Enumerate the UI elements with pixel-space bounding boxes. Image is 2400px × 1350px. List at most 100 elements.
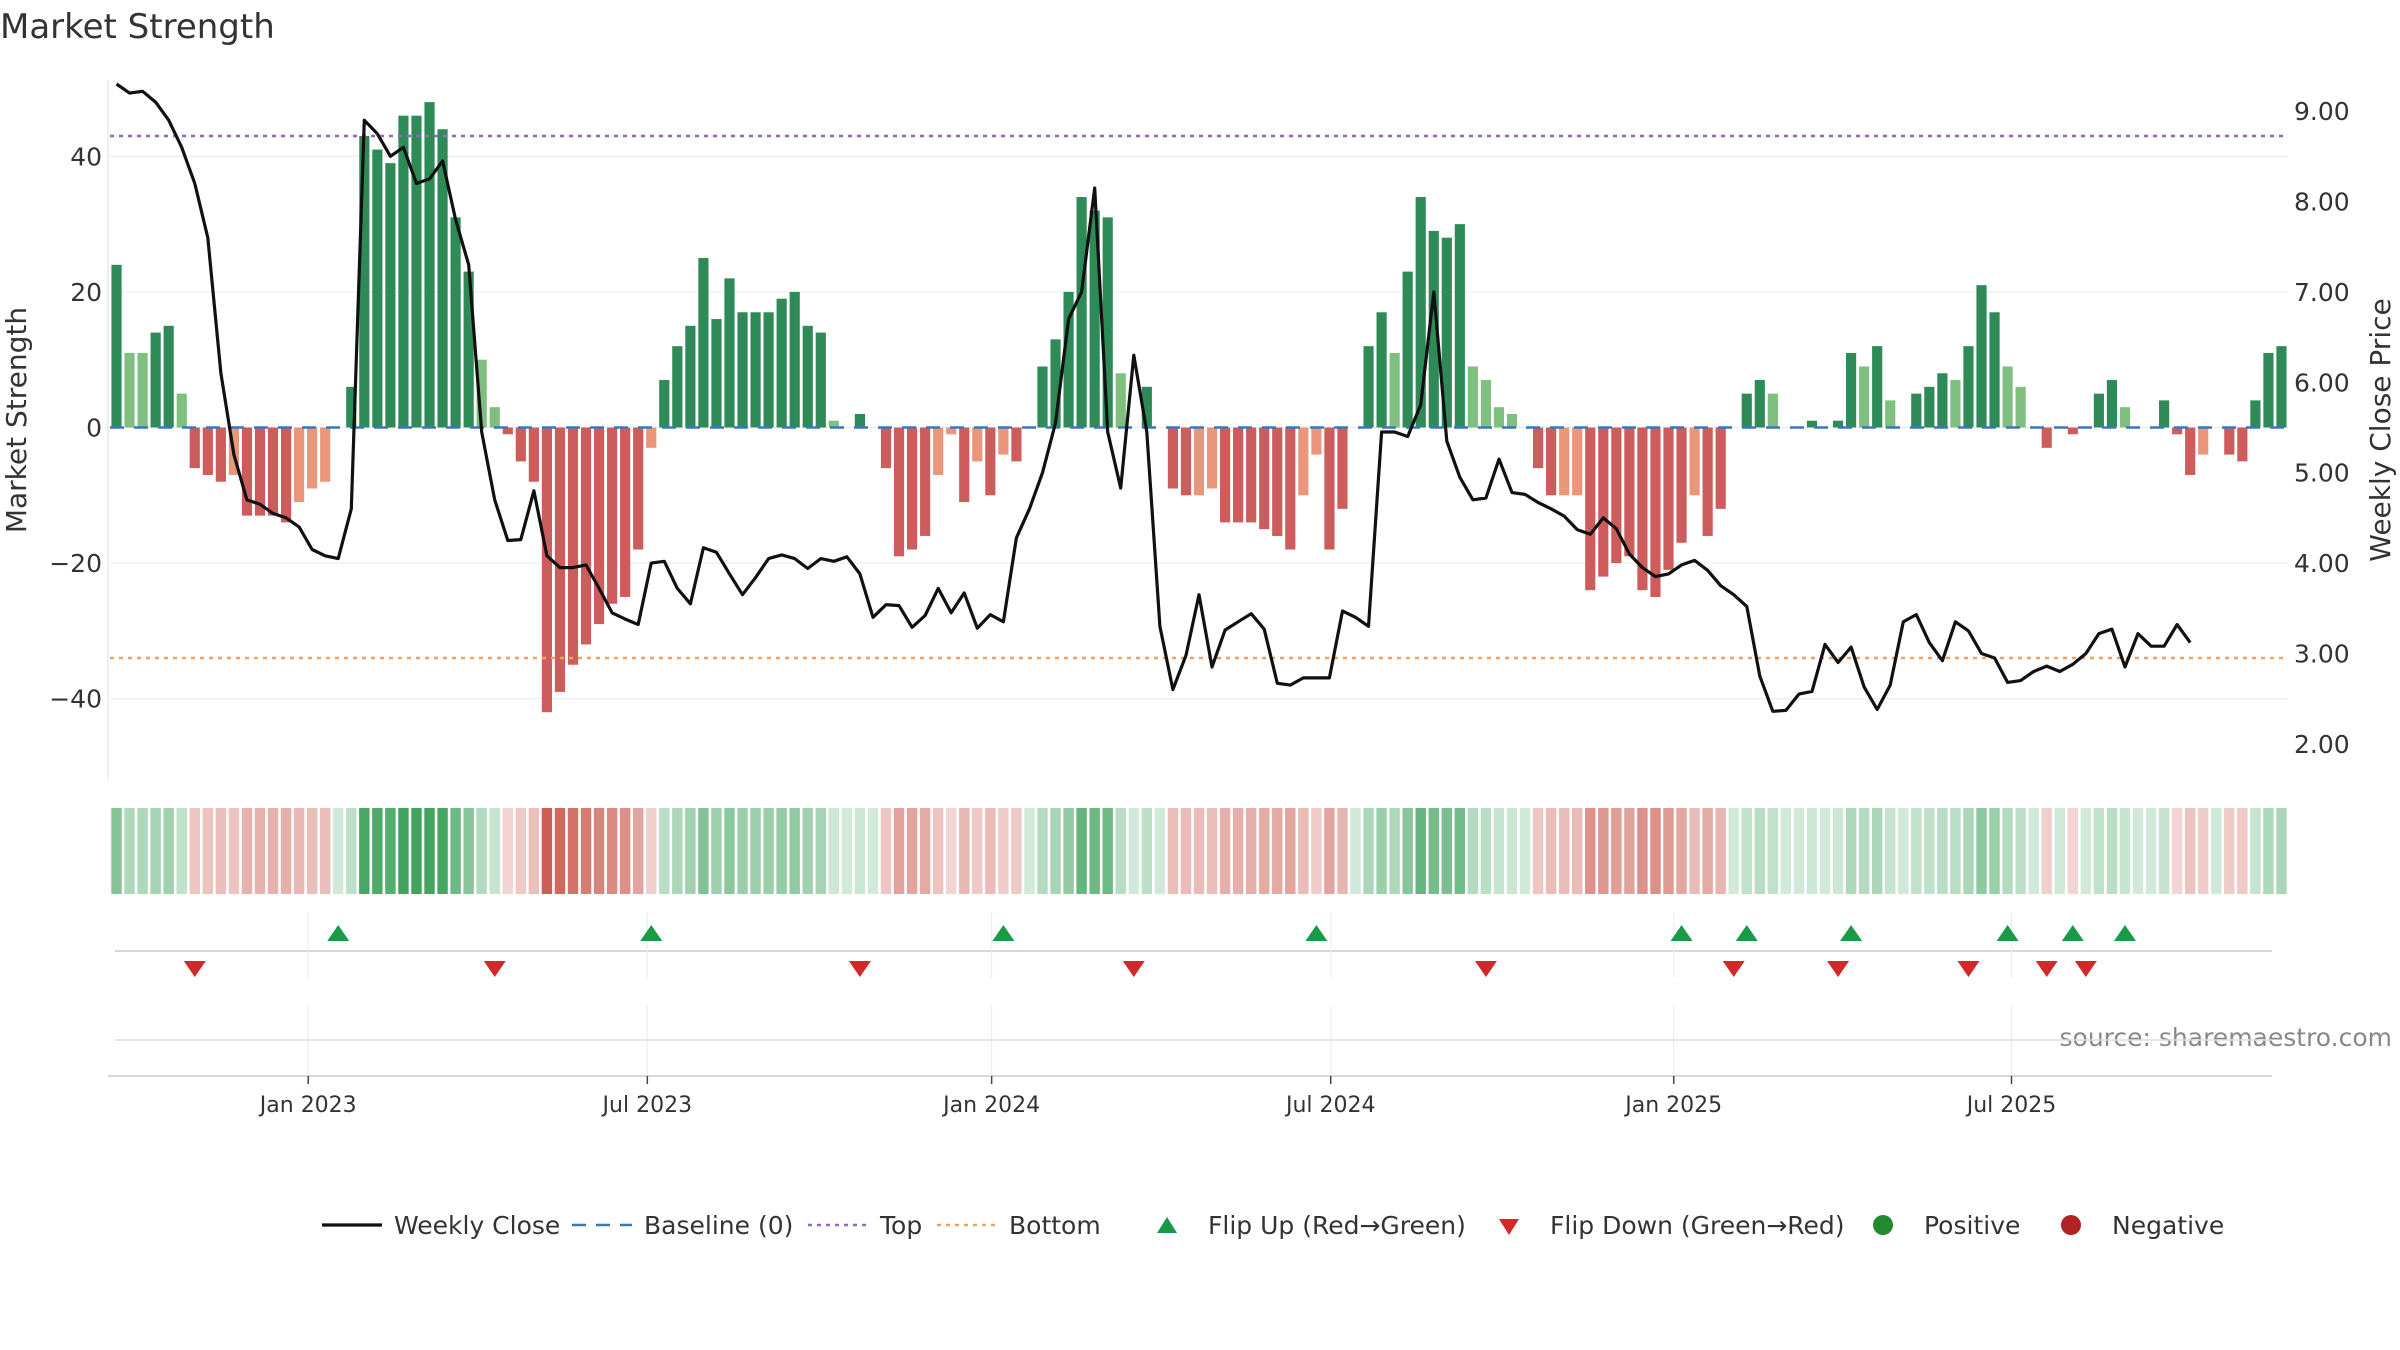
heat-cell [1506,808,1518,894]
strength-bar [320,427,331,482]
strength-bar [880,427,892,469]
strength-bar [2041,427,2052,448]
strength-bar [789,291,800,428]
flip-up-marker [1735,925,1758,941]
heat-cell [1337,808,1348,894]
strength-bar [137,352,148,428]
strength-bar [1859,366,1870,428]
heat-cell [724,808,735,894]
heat-cell [215,808,227,894]
legend-label: Bottom [1009,1211,1101,1240]
heat-cell [646,808,657,894]
y2-tick-label: 5.00 [2294,459,2350,488]
heat-cell [359,808,370,894]
strength-bar [567,427,579,665]
strength-bar [1376,312,1387,428]
heat-cell [828,808,840,894]
strength-bar [1167,427,1179,489]
strength-bar [294,427,305,503]
heat-cell [2276,808,2287,894]
heat-cell [1780,808,1792,894]
heat-cell [489,808,500,894]
strength-bar [633,427,644,550]
y-tick-label: 20 [70,278,102,307]
heat-cell [1467,808,1479,894]
heat-cell [1480,808,1492,894]
heat-cell [789,808,800,894]
heat-cell [815,808,827,894]
heat-cell [1989,808,2000,894]
strength-bar [280,427,292,523]
heat-cell [137,808,148,894]
flip-down-marker [1827,961,1850,977]
heat-cell [1311,808,1322,894]
heat-cell [1532,808,1544,894]
strength-bar [1846,352,1857,428]
strength-bar [763,312,774,428]
heat-cell [2158,808,2170,894]
heat-cell [411,808,422,894]
y-tick-label: 40 [70,142,102,171]
strength-bar [1428,230,1439,428]
heat-cell [1272,808,1283,894]
flip-up-marker [2061,925,2084,941]
strength-bar [267,427,279,516]
strength-bar [176,393,187,428]
strength-bar [1102,217,1113,428]
strength-bar [554,427,566,692]
heat-cell [1376,808,1387,894]
strength-bar [607,427,618,604]
heat-cell [998,808,1009,894]
strength-bar [1219,427,1231,523]
y2-tick-label: 6.00 [2294,368,2350,397]
heat-cell [1102,808,1113,894]
flip-up-marker [1670,925,1693,941]
heat-cell [1024,808,1035,894]
strength-bar [1911,393,1922,428]
y2-tick-label: 9.00 [2294,97,2350,126]
strength-bar [254,427,266,516]
heat-cell [1885,808,1896,894]
legend-swatch [2061,1215,2081,1235]
strength-bar [1832,420,1844,428]
strength-bar [1467,366,1478,428]
heat-cell [1845,808,1857,894]
heat-cell [1585,808,1596,894]
heat-cell [1415,808,1426,894]
strength-bar [1741,393,1752,428]
strength-bar [2172,427,2183,435]
strength-bar [385,163,396,428]
strength-bar [1650,427,1661,597]
heat-cell [1689,808,1700,894]
heat-cell [2119,808,2131,894]
flip-up-marker [640,925,663,941]
y2-tick-label: 7.00 [2294,278,2350,307]
flip-down-marker [2074,961,2097,977]
flip-markers [115,912,2272,978]
heat-cell [163,808,174,894]
strength-bar [2015,386,2026,428]
heat-cell [1154,808,1166,894]
heat-cell [385,808,396,894]
strength-bar [1115,373,1126,428]
strength-bar [1011,427,1022,462]
strength-bar [1141,386,1152,428]
heat-cell [711,808,722,894]
legend-swatch [1157,1217,1177,1233]
strength-bar [920,427,931,536]
heat-cell [111,808,122,894]
flip-up-marker [1840,925,1863,941]
legend-label: Weekly Close [394,1211,560,1240]
strength-bar [1259,427,1270,530]
y2-tick-label: 4.00 [2294,549,2350,578]
heat-cell [2237,808,2248,894]
strength-bar [1533,427,1544,469]
heat-cell [1650,808,1661,894]
strength-bar [828,420,839,428]
strength-bar [2250,400,2261,428]
heat-cell [319,808,331,894]
heat-cell [737,808,748,894]
heat-cell [1741,808,1752,894]
strength-bar [580,427,592,645]
heat-cell [1258,808,1270,894]
